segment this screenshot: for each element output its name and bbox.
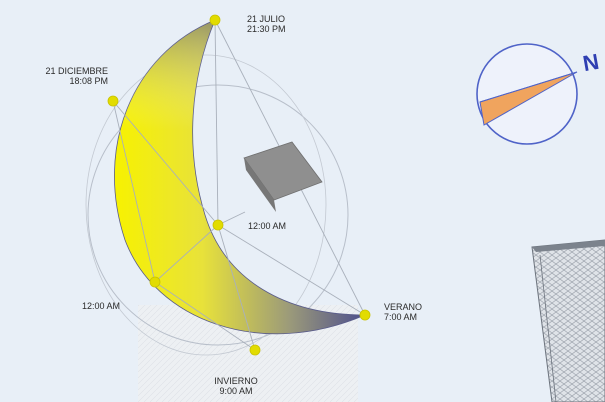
- brick-tower: [531, 239, 605, 402]
- label-december: 21 DICIEMBRE 18:08 PM: [8, 66, 108, 86]
- building-block: [243, 141, 323, 212]
- label-summer-season: VERANO: [384, 302, 423, 312]
- label-winter-season: INVIERNO: [214, 376, 258, 386]
- label-winter-time: 9:00 AM: [219, 386, 253, 396]
- marker-summer: [359, 309, 371, 321]
- compass: [476, 43, 578, 145]
- label-july: 21 JULIO 21:30 PM: [247, 14, 286, 34]
- marker-noon-left: [149, 276, 161, 288]
- label-july-date: 21 JULIO: [247, 14, 286, 24]
- sun-path-band-shade: [114, 20, 365, 334]
- label-winter: INVIERNO 9:00 AM: [196, 376, 276, 396]
- label-noon-right: 12:00 AM: [248, 221, 287, 231]
- sky-dome-outer-arc: [85, 54, 327, 356]
- marker-winter: [249, 344, 261, 356]
- label-summer-time: 7:00 AM: [384, 312, 418, 322]
- sky-dome-circle: [87, 84, 349, 346]
- sun-markers: [107, 14, 371, 356]
- label-december-date: 21 DICIEMBRE: [45, 66, 108, 76]
- marker-july: [209, 14, 221, 26]
- label-december-time: 18:08 PM: [69, 76, 108, 86]
- construction-lines: [112, 19, 366, 351]
- marker-noon-center: [212, 219, 224, 231]
- label-july-time: 21:30 PM: [247, 24, 286, 34]
- label-summer: VERANO 7:00 AM: [384, 302, 422, 322]
- label-noon-left: 12:00 AM: [82, 301, 121, 311]
- marker-december: [107, 95, 119, 107]
